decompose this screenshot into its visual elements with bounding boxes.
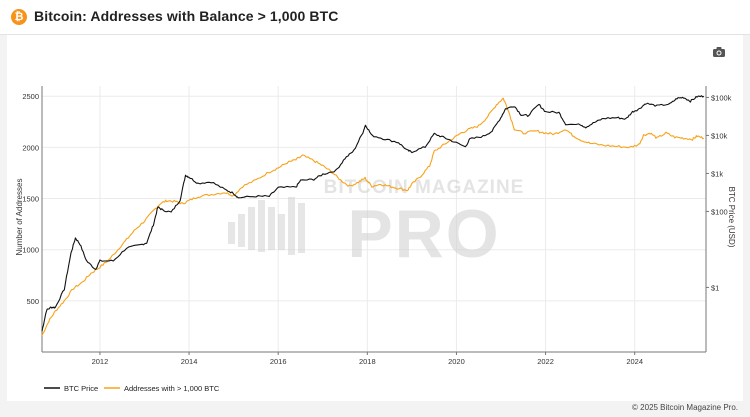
camera-icon[interactable] [712,46,726,58]
copyright-footer: © 2025 Bitcoin Magazine Pro. [632,403,738,412]
page-title: Bitcoin: Addresses with Balance > 1,000 … [34,8,339,24]
bitcoin-logo-icon: ₿ [11,9,27,25]
chart-header: ₿ Bitcoin: Addresses with Balance > 1,00… [0,0,750,35]
chart-card [7,35,743,401]
